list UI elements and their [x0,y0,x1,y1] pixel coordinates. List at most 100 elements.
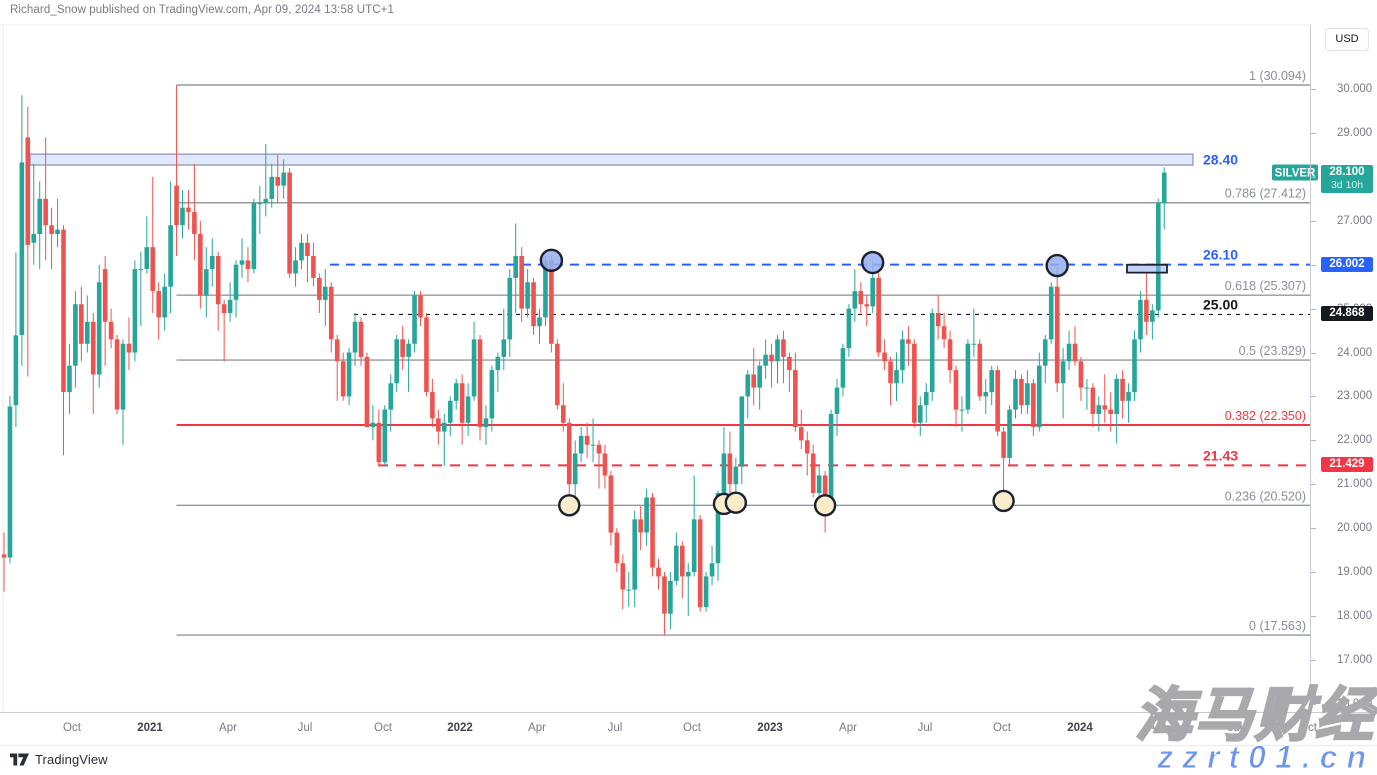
support-touch-circle[interactable] [724,491,748,514]
candle-body [947,339,953,371]
candle-body [120,343,126,410]
candle-body [751,374,756,388]
candle-body [918,405,923,423]
candle-body [61,229,66,393]
candle-body [1060,361,1066,384]
candle-body [257,203,263,205]
candle-body [1150,310,1155,322]
support-touch-circle[interactable] [558,494,581,517]
tradingview-logo-icon [10,753,29,766]
candle-body [697,519,703,608]
candle-body [1090,387,1096,414]
candle-body [685,572,691,577]
time-tick-month: Oct [993,722,1011,734]
price-tick-label: 17.000 [1337,653,1373,666]
line-label-2500: 25.00 [1203,296,1238,312]
candle-body [793,370,798,428]
candle-body [430,392,435,419]
support-touch-circle[interactable] [813,494,837,517]
fib-level-label-0.786: 0.786 (27.412) [1225,187,1306,201]
price-tick-mark [1311,440,1316,442]
candle-body [346,352,352,397]
fib-level-label-1: 1 (30.094) [1249,69,1306,83]
price-tick-label: 24.000 [1337,346,1373,359]
price-tick-label: 29.000 [1337,127,1373,140]
candle-body [263,198,269,204]
candle-body [162,286,167,318]
price-tick-label: 18.000 [1337,609,1373,622]
candle-body [608,475,614,533]
candle-body [775,339,780,362]
candle-body [126,343,132,353]
price-tick-mark [1311,352,1316,354]
candles-group [1,85,1167,636]
candle-body [566,422,572,485]
candle-body [584,435,590,445]
time-tick-month: Oct [374,722,392,734]
candle-body [590,444,596,446]
candle-body [459,383,465,423]
time-axis[interactable]: Oct 2021 Apr Jul Oct 2022 Apr Jul Oct 2023 Apr Jul O… [0,712,1377,745]
candle-body [1126,392,1131,401]
candle-body [442,422,447,432]
candle-body [412,295,417,344]
candle-body [477,339,483,428]
time-tick-year: 2022 [447,722,473,734]
last-price-badge: 28.100 3d 10h [1321,164,1373,193]
candle-body [198,233,203,296]
candle-body [739,396,745,467]
candle-body [1025,383,1030,406]
candle-body [971,343,977,345]
fib-level-label-0.236: 0.236 (20.520) [1225,489,1306,503]
candle-body [328,286,334,340]
price-tick-mark [1311,220,1316,222]
candle-body [834,387,840,414]
candle-body [953,370,959,410]
fib-level-label-0.5: 0.5 (23.829) [1239,344,1306,358]
candle-body [453,383,459,401]
candle-body [471,339,477,397]
candle-body [828,413,834,507]
candle-body [507,277,513,340]
support-touch-circle[interactable] [992,489,1015,513]
candle-body [7,406,13,558]
candle-body [483,418,489,428]
candle-body [691,519,697,573]
candle-body [364,356,370,428]
candle-body [525,282,530,309]
fib-level-label-0.382: 0.382 (22.350) [1225,409,1306,423]
candle-body [174,185,179,226]
tradingview-logo-text: TradingView [35,752,108,767]
candle-body [1120,378,1125,401]
candle-body [85,321,90,344]
candle-body [96,282,102,375]
resistance-zone-2840[interactable] [29,153,1194,166]
candle-body [73,304,78,366]
candle-body [31,233,37,243]
candle-body [144,247,150,270]
candle-body [989,370,994,393]
candle-body [923,392,929,406]
candle-body [1096,405,1102,414]
candle-body [138,269,144,271]
candle-body [572,453,578,485]
resistance-touch-circle[interactable] [1045,253,1069,278]
currency-toggle-button[interactable]: USD [1325,28,1369,51]
resistance-touch-circle[interactable] [539,248,564,273]
candle-body [168,225,173,287]
candle-body [317,277,322,300]
fib-level-label-0.618: 0.618 (25.307) [1225,279,1306,293]
candle-body [245,260,251,270]
candle-body [1144,299,1149,322]
candle-body [1048,286,1054,340]
price-axis[interactable]: USD 30.00029.00028.00027.00026.00025.000… [1310,25,1377,712]
tradingview-logo[interactable]: TradingView [10,752,108,767]
price-tick-mark [1311,176,1316,178]
line-label-2610: 26.10 [1203,247,1238,263]
price-tick-label: 27.000 [1337,214,1373,227]
time-tick-month: Oct [683,722,701,734]
resistance-touch-circle[interactable] [861,250,885,275]
breakout-box[interactable] [1126,263,1168,274]
candle-body [1114,378,1119,414]
